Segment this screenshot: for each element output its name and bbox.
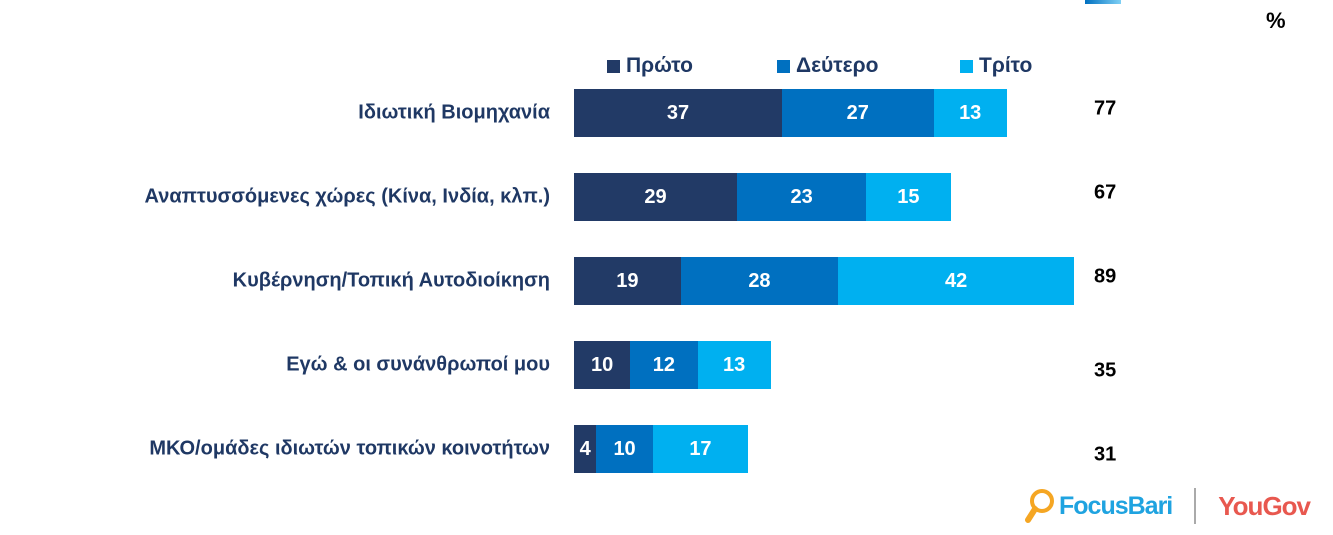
total-label: 31	[1094, 443, 1117, 466]
bar-segment: 10	[596, 425, 653, 473]
total-label: 89	[1094, 265, 1117, 288]
bar-segment: 4	[574, 425, 597, 473]
legend-label: Τρίτο	[979, 54, 1033, 77]
legend-swatch	[777, 59, 790, 73]
legend-item: Δεύτερο	[777, 54, 878, 78]
legend-swatch	[960, 59, 973, 73]
logos: FocusBari YouGov	[1025, 488, 1311, 524]
bar-segment: 29	[574, 173, 737, 221]
category-label: ΜΚΟ/ομάδες ιδιωτών τοπικών κοινοτήτων	[149, 437, 550, 460]
yougov-logo: YouGov	[1218, 490, 1311, 521]
category-label: Αναπτυσσόμενες χώρες (Κίνα, Ινδία, κλπ.)	[144, 185, 550, 208]
category-label: Εγώ & οι συνάνθρωποί μου	[286, 353, 550, 376]
category-label: Κυβέρνηση/Τοπική Αυτοδιοίκηση	[232, 269, 550, 292]
legend-label: Δεύτερο	[796, 54, 879, 77]
decorative-line	[1085, 0, 1121, 4]
legend-label: Πρώτο	[626, 54, 693, 77]
bar-segment: 27	[781, 89, 934, 137]
bar-segment: 10	[574, 341, 631, 389]
unit-label: %	[1266, 8, 1286, 33]
bar-segment: 37	[574, 89, 782, 137]
bar-segment: 13	[697, 341, 771, 389]
total-label: 35	[1094, 359, 1117, 382]
bar-segment: 17	[652, 425, 749, 473]
bar-segment: 23	[736, 173, 867, 221]
bar-segment: 12	[630, 341, 698, 389]
bar-segment: 28	[680, 257, 839, 305]
bar-segment: 42	[838, 257, 1075, 305]
bar-segment: 19	[574, 257, 681, 305]
focusbari-logo: FocusBari	[1059, 491, 1173, 520]
bar-segment: 13	[933, 89, 1007, 137]
total-label: 67	[1094, 181, 1117, 204]
bar-segment: 15	[866, 173, 951, 221]
legend-item: Πρώτο	[607, 54, 693, 78]
legend-swatch	[607, 59, 620, 73]
logo-divider	[1194, 488, 1197, 524]
total-label: 77	[1094, 97, 1117, 120]
category-label: Ιδιωτική Βιομηχανία	[358, 101, 550, 124]
legend-item: Τρίτο	[960, 54, 1032, 78]
magnifier-logo-icon	[1025, 489, 1054, 523]
